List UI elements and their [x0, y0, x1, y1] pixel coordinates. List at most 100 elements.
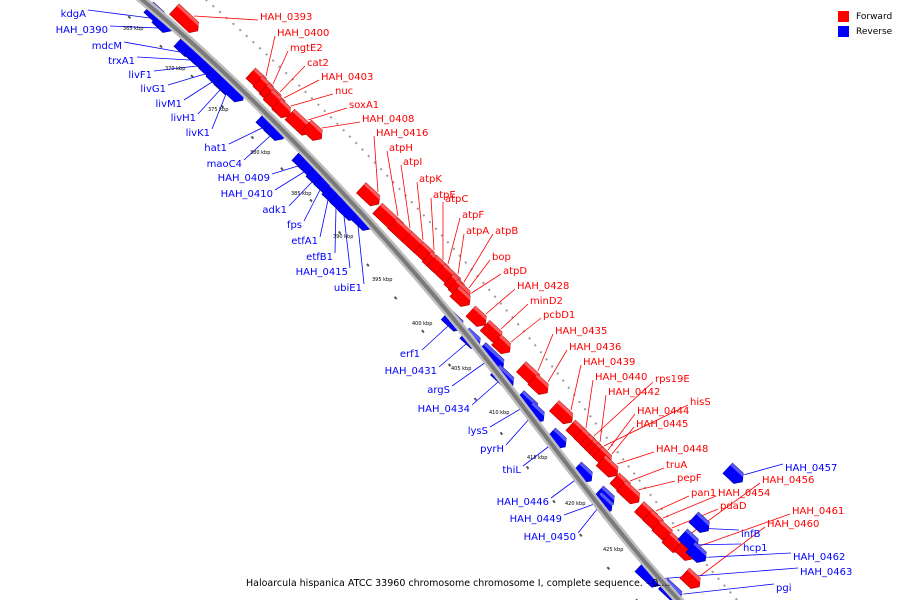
forward-gene-label: soxA1: [349, 100, 379, 111]
tick-label: 365 kbp: [123, 26, 143, 32]
tick-label: 420 kbp: [565, 501, 585, 507]
forward-gene-label: HAH_0448: [656, 444, 708, 455]
forward-gene-label: HAH_0436: [569, 342, 621, 353]
reverse-gene-label: HAH_0446: [497, 497, 549, 508]
forward-leader-line: [699, 526, 766, 577]
forward-gene-arrow: [491, 334, 515, 355]
forward-leader-line: [193, 15, 259, 21]
forward-gene-label: atpD: [503, 266, 527, 277]
reverse-leader-line: [288, 181, 313, 207]
reverse-gene-label: HAH_0415: [296, 267, 348, 278]
tick-label: 410 kbp: [489, 410, 509, 416]
tick-label: 375 kbp: [208, 107, 228, 113]
forward-leader-line: [416, 181, 424, 241]
reverse-gene-label: thiL: [502, 465, 521, 476]
reverse-gene-label: HAH_0431: [385, 366, 437, 377]
forward-gene-label: HAH_0428: [517, 281, 569, 292]
forward-gene-label: truA: [666, 460, 687, 471]
reverse-gene-label: livM1: [156, 99, 182, 110]
forward-gene-label: HAH_0460: [767, 519, 819, 530]
forward-gene-label: pepF: [677, 473, 702, 484]
reverse-leader-line: [505, 417, 531, 446]
legend-forward-label: Forward: [856, 11, 893, 22]
reverse-leader-line: [471, 381, 499, 406]
legend-reverse-label: Reverse: [856, 26, 893, 37]
tick-label: 370 kbp: [165, 66, 185, 72]
forward-gene-arrow: [449, 285, 475, 307]
forward-gene-label: nuc: [335, 86, 353, 97]
reverse-gene-label: argS: [427, 385, 450, 396]
forward-leader-line: [386, 150, 399, 217]
forward-leader-line: [585, 379, 594, 429]
forward-leader-line: [655, 495, 690, 512]
forward-gene-label: HAH_0403: [321, 72, 373, 83]
reverse-leader-line: [228, 127, 263, 145]
forward-leader-line: [373, 135, 379, 193]
forward-leader-line: [607, 413, 636, 451]
forward-leader-line: [463, 233, 494, 283]
forward-leader-line: [468, 259, 491, 289]
reverse-gene-label: HAH_0463: [800, 567, 852, 578]
backbone-line: [139, 0, 682, 600]
forward-gene-label: atpI: [403, 157, 422, 168]
forward-leader-line: [400, 164, 411, 229]
reverse-gene-label: HAH_0410: [221, 189, 273, 200]
forward-gene-label: pcbD1: [543, 310, 575, 321]
forward-gene-arrow: [595, 454, 622, 478]
reverse-leader-line: [334, 207, 337, 254]
reverse-gene-label: livH1: [171, 113, 196, 124]
forward-gene-label: HAH_0461: [792, 506, 844, 517]
forward-leader-line: [430, 197, 435, 251]
reverse-leader-line: [577, 507, 599, 534]
forward-gene-label: mgtE2: [290, 43, 323, 54]
forward-gene-label: minD2: [530, 296, 563, 307]
forward-leader-line: [593, 381, 654, 437]
forward-gene-arrow: [465, 305, 491, 327]
reverse-gene-label: HAH_0409: [218, 173, 270, 184]
reverse-gene-label: lysS: [468, 426, 488, 437]
reverse-gene-label: maoC4: [207, 159, 242, 170]
forward-gene-label: atpH: [389, 143, 413, 154]
reverse-gene-arrow: [688, 511, 714, 533]
reverse-leader-line: [271, 165, 299, 175]
reverse-leader-line: [451, 361, 487, 387]
legend-reverse: Reverse: [838, 24, 892, 39]
tick-label: 405 kbp: [451, 366, 471, 372]
forward-leader-line: [279, 65, 306, 93]
reverse-gene-arrow: [685, 541, 711, 563]
forward-leader-line: [457, 233, 465, 275]
forward-gene-label: HAH_0393: [260, 12, 312, 23]
reverse-leader-line: [87, 9, 151, 19]
forward-leader-line: [611, 426, 635, 455]
reverse-leader-line: [665, 583, 775, 597]
reverse-gene-label: pgi: [776, 583, 791, 594]
forward-gene-label: HAH_0439: [583, 357, 635, 368]
forward-gene-label: HAH_0442: [608, 387, 660, 398]
reverse-leader-line: [211, 93, 227, 130]
forward-gene-label: bop: [492, 252, 511, 263]
forward-leader-line: [272, 50, 289, 85]
reverse-gene-label: HAH_0390: [56, 25, 108, 36]
reverse-gene-label: HAH_0462: [793, 552, 845, 563]
tick-label: 400 kbp: [412, 321, 432, 327]
reverse-gene-label: erf1: [400, 349, 420, 360]
forward-gene-label: atpC: [445, 194, 468, 205]
forward-gene-arrow: [549, 400, 577, 425]
reverse-gene-label: kdgA: [61, 9, 86, 20]
reverse-leader-line: [123, 41, 181, 53]
reverse-leader-line: [550, 477, 579, 499]
reverse-leader-line: [319, 199, 329, 238]
forward-gene-arrow: [527, 373, 553, 395]
legend-forward: Forward: [838, 9, 892, 24]
forward-gene-arrow: [679, 567, 705, 589]
reverse-leader-line: [136, 56, 191, 61]
forward-gene-label: atpE: [433, 190, 456, 201]
forward-leader-line: [469, 273, 502, 295]
reverse-gene-label: fps: [287, 220, 302, 231]
reverse-leader-line: [109, 25, 159, 29]
forward-gene-label: atpB: [495, 226, 518, 237]
backbone-shadow: [135, 0, 685, 600]
forward-leader-line: [510, 317, 542, 343]
reverse-gene-label: HAH_0450: [524, 532, 576, 543]
reverse-leader-line: [343, 215, 351, 269]
